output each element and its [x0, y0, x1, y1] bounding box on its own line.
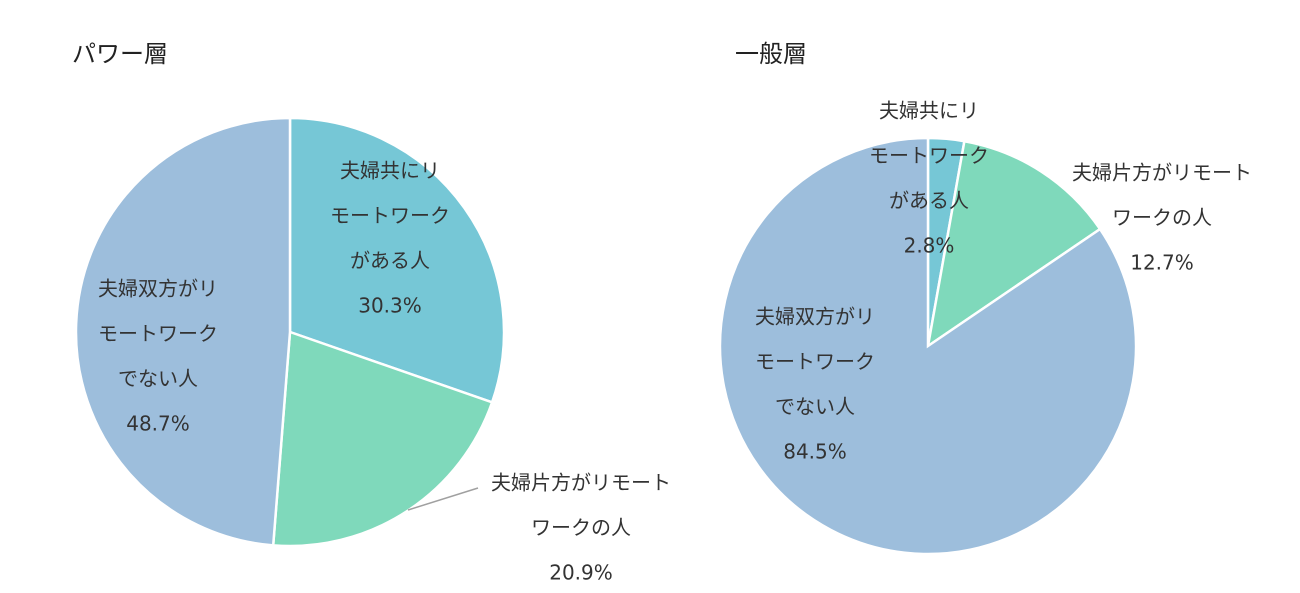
- pie-2-label-both-remote-line-2: モートワーク: [869, 144, 989, 168]
- pie-1-label-both-remote-line-2: モートワーク: [330, 204, 450, 228]
- pie-2-value-both-remote: 2.8%: [904, 234, 955, 258]
- pie-2-value-neither-remote: 84.5%: [783, 440, 847, 464]
- pie-1-slice-both-remote: [288, 116, 506, 404]
- pie-1-value-one-remote: 20.9%: [549, 561, 613, 585]
- pie-1-label-neither-remote-line-3: でない人: [118, 367, 198, 391]
- pie-1-label-one-remote-line-1: 夫婦片方がリモート: [491, 471, 671, 495]
- pie-2-label-neither-remote-line-2: モートワーク: [755, 350, 875, 374]
- chart-1-title: パワー層: [72, 40, 168, 68]
- pie-2-label-both-remote-line-1: 夫婦共にリ: [879, 99, 979, 123]
- pie-2-slice-neither-remote: [718, 136, 1138, 556]
- pie-2-value-one-remote: 12.7%: [1130, 251, 1194, 275]
- pie-1-value-both-remote: 30.3%: [358, 294, 422, 318]
- pie-chart-power-layer: 夫婦共にリモートワークがある人30.3%夫婦片方がリモートワークの人20.9%夫…: [74, 116, 671, 585]
- pie-2-label-both-remote-line-3: がある人: [889, 189, 969, 213]
- pie-2-slice-one-remote: [926, 139, 1102, 349]
- pie-1-label-neither-remote-line-1: 夫婦双方がリ: [98, 277, 218, 301]
- pie-2-label-one-remote-line-2: ワークの人: [1112, 206, 1212, 230]
- pie-1-label-neither-remote-line-2: モートワーク: [98, 322, 218, 346]
- pie-1-slice-one-remote: [271, 330, 494, 548]
- pie-1-label-one-remote-line-2: ワークの人: [531, 516, 631, 540]
- pie-2-label-one-remote-line-1: 夫婦片方がリモート: [1072, 161, 1252, 185]
- chart-2-title: 一般層: [735, 40, 807, 68]
- pie-1-label-both-remote-line-3: がある人: [350, 249, 430, 273]
- pie-1-leader-line-one-remote: [407, 487, 479, 511]
- pie-1-value-neither-remote: 48.7%: [126, 412, 190, 436]
- pie-chart-general-layer: 夫婦共にリモートワークがある人2.8%夫婦片方がリモートワークの人12.7%夫婦…: [718, 99, 1252, 556]
- pie-2-label-neither-remote-line-3: でない人: [775, 395, 855, 419]
- pie-1-label-both-remote-line-1: 夫婦共にリ: [340, 159, 440, 183]
- pie-2-label-neither-remote-line-1: 夫婦双方がリ: [755, 305, 875, 329]
- pie-1-slice-neither-remote: [74, 116, 292, 547]
